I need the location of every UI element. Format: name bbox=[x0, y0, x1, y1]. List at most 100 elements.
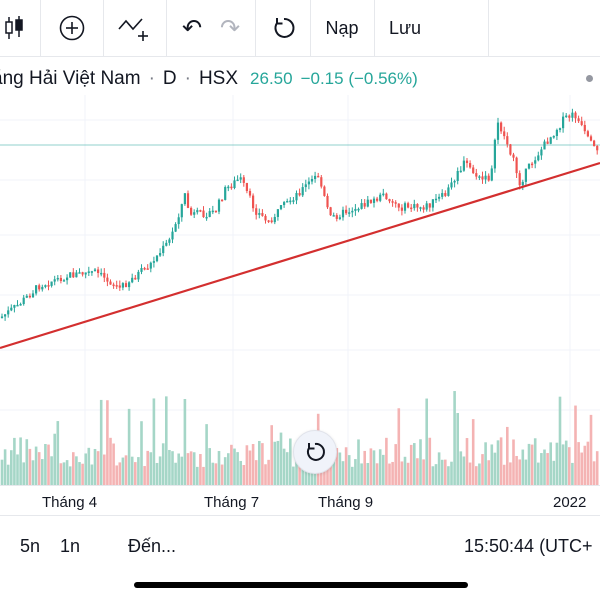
price-chart[interactable]: Tháng 4 Tháng 7 Tháng 9 2022 bbox=[0, 0, 600, 515]
volume-bar bbox=[499, 437, 503, 485]
volume-bar bbox=[233, 448, 236, 485]
candle-body bbox=[500, 122, 503, 132]
candle-body bbox=[28, 295, 31, 298]
volume-bar bbox=[248, 450, 252, 485]
volume-bar bbox=[515, 455, 518, 485]
volume-bar bbox=[295, 449, 298, 485]
range-5-years-button[interactable]: 5n bbox=[20, 536, 41, 556]
symbol-name: ăng Hải Việt Nam bbox=[0, 68, 141, 89]
volume-bar bbox=[242, 464, 246, 485]
candle-body bbox=[75, 272, 78, 278]
volume-bar bbox=[462, 456, 466, 485]
candle-body bbox=[149, 262, 152, 269]
volume-bar bbox=[571, 462, 574, 485]
home-indicator bbox=[134, 582, 468, 588]
volume-bar bbox=[453, 391, 456, 485]
candle-body bbox=[211, 210, 214, 213]
volume-bar bbox=[3, 449, 7, 485]
candle-body bbox=[450, 182, 453, 188]
volume-bar bbox=[75, 456, 78, 485]
candle-body bbox=[366, 199, 369, 207]
volume-bar bbox=[230, 444, 233, 485]
candle-body bbox=[35, 285, 38, 294]
candle-body bbox=[459, 170, 462, 173]
volume-bar bbox=[338, 452, 342, 485]
candle-body bbox=[543, 141, 546, 150]
volume-bar bbox=[44, 444, 47, 485]
volume-bar bbox=[357, 439, 360, 485]
volume-bar bbox=[431, 466, 435, 485]
candle-body bbox=[255, 208, 258, 215]
volume-bar bbox=[155, 462, 159, 485]
volume-bar bbox=[422, 459, 425, 485]
candle-body bbox=[103, 272, 106, 278]
time-axis-border bbox=[0, 485, 600, 486]
range-1-year-button[interactable]: 1n bbox=[60, 536, 81, 556]
candle-body bbox=[534, 160, 537, 164]
candle-body bbox=[100, 272, 103, 275]
candle-body bbox=[524, 168, 527, 182]
candle-body bbox=[221, 199, 224, 202]
volume-bar bbox=[127, 408, 131, 485]
top-toolbar: ↶ ↷ Nạp Lưu bbox=[0, 0, 600, 57]
candle-body bbox=[19, 304, 22, 306]
volume-bar bbox=[444, 459, 447, 485]
volume-bar bbox=[527, 443, 531, 485]
volume-bar bbox=[112, 443, 115, 485]
timezone-clock[interactable]: 15:50:44 (UTC+ bbox=[464, 536, 593, 556]
redo-icon: ↷ bbox=[219, 14, 241, 42]
candle-body bbox=[59, 277, 62, 282]
load-layout-button[interactable]: Nạp bbox=[325, 17, 359, 38]
candle-body bbox=[155, 255, 159, 262]
candle-body bbox=[493, 139, 496, 169]
goto-date-button[interactable]: Đến... bbox=[128, 536, 177, 556]
bottom-bar: 5n 1n Đến... 15:50:44 (UTC+ bbox=[0, 516, 600, 574]
gridlines bbox=[0, 95, 600, 485]
candle-body bbox=[146, 268, 149, 270]
volume-bar bbox=[168, 449, 171, 485]
volume-bar bbox=[106, 400, 109, 485]
candle-body bbox=[47, 285, 50, 287]
volume-bar bbox=[25, 439, 29, 485]
volume-bar bbox=[6, 464, 10, 485]
candle-body bbox=[131, 277, 134, 283]
add-indicator-icon[interactable] bbox=[52, 0, 92, 56]
candle-body bbox=[295, 193, 298, 201]
last-price-value: 26.50 bbox=[250, 69, 293, 88]
compare-symbol-icon[interactable] bbox=[112, 0, 156, 56]
candle-body bbox=[496, 122, 500, 140]
volume-bar bbox=[22, 462, 25, 485]
volume-bar bbox=[273, 441, 277, 485]
candlestick-chart-type-icon[interactable] bbox=[0, 0, 30, 56]
volume-bar bbox=[270, 425, 273, 485]
reset-chart-button[interactable] bbox=[293, 430, 337, 474]
replay-icon bbox=[274, 17, 295, 38]
candle-body bbox=[515, 157, 518, 174]
candle-body bbox=[261, 213, 264, 216]
candle-body bbox=[118, 285, 121, 288]
candle-body bbox=[351, 210, 354, 213]
candle-body bbox=[190, 207, 193, 215]
candle-body bbox=[183, 193, 186, 205]
candle-body bbox=[329, 207, 332, 216]
save-layout-button[interactable]: Lưu bbox=[388, 17, 422, 38]
candle-body bbox=[56, 277, 59, 280]
candle-body bbox=[239, 177, 242, 180]
replay-button[interactable] bbox=[264, 0, 304, 56]
volume-bar bbox=[465, 438, 469, 485]
candle-body bbox=[128, 282, 131, 288]
volume-bar bbox=[543, 449, 546, 485]
volume-bar bbox=[258, 440, 261, 485]
symbol-legend[interactable]: ăng Hải Việt Nam · D · HSX 26.50 −0.15 (… bbox=[0, 66, 418, 92]
candle-body bbox=[379, 194, 382, 201]
candle-body bbox=[540, 149, 543, 156]
candle-body bbox=[571, 112, 574, 118]
candle-body bbox=[214, 210, 217, 213]
volume-bar bbox=[434, 464, 438, 485]
undo-button[interactable]: ↶ bbox=[176, 0, 208, 56]
candle-body bbox=[174, 224, 177, 232]
reset-icon bbox=[306, 442, 325, 461]
volume-bar bbox=[369, 448, 373, 485]
redo-button[interactable]: ↷ bbox=[214, 0, 246, 56]
volume-bar bbox=[406, 462, 410, 485]
